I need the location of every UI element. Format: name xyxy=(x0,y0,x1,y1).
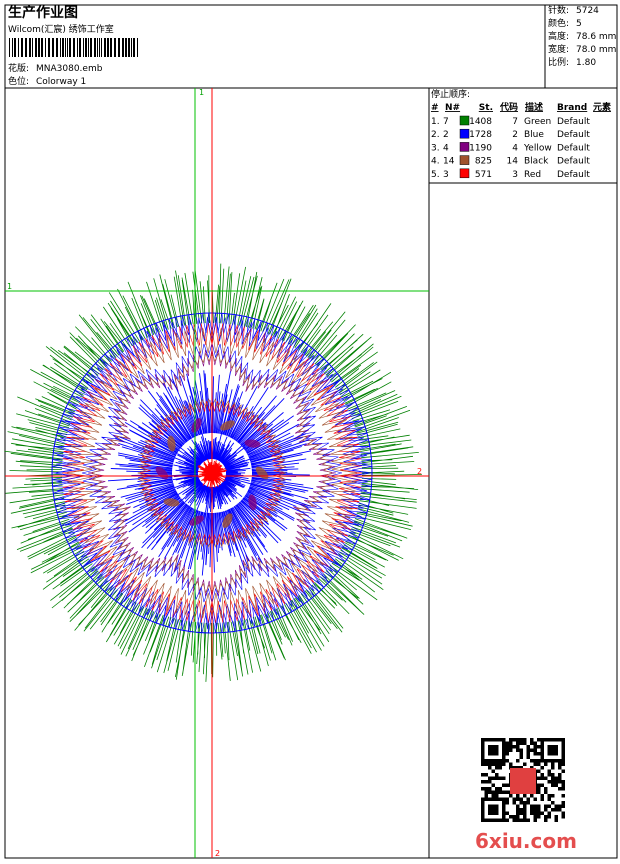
color-swatch xyxy=(459,115,470,126)
column-header: N# xyxy=(445,103,460,113)
table-cell: Default xyxy=(557,143,590,153)
colorway-label: 色位: xyxy=(8,75,29,87)
table-cell: Default xyxy=(557,157,590,167)
color-swatch xyxy=(459,128,470,139)
design-label: 花版: xyxy=(8,62,29,74)
info-value: 78.6 mm xyxy=(576,32,616,42)
table-cell: Black xyxy=(524,157,549,167)
table-cell: Default xyxy=(557,130,590,140)
table-cell: 4 xyxy=(512,143,518,153)
table-cell: 14 xyxy=(443,157,455,167)
info-label: 高度: xyxy=(548,30,569,42)
stitches xyxy=(87,348,337,598)
stitches xyxy=(66,327,358,619)
watermark: 6xiu.com xyxy=(475,829,577,853)
stitches xyxy=(55,317,369,629)
motif xyxy=(191,418,202,433)
page-border xyxy=(4,4,618,859)
table-cell: 7 xyxy=(512,117,518,127)
studio: Wilcom(汇宸) 绣饰工作室 xyxy=(8,23,114,35)
stitches xyxy=(137,398,287,548)
guide-label: 2 xyxy=(417,467,422,476)
column-header: St. xyxy=(479,103,493,113)
table-cell: 2. xyxy=(431,130,440,140)
table-cell: 4 xyxy=(443,143,449,153)
color-swatch xyxy=(459,155,470,165)
info-value: 5724 xyxy=(576,6,599,16)
motif xyxy=(220,420,235,431)
table-cell: 2 xyxy=(512,130,518,140)
table-cell: 1190 xyxy=(469,143,492,153)
guide-label: 1 xyxy=(7,282,12,291)
table-cell: Default xyxy=(557,117,590,127)
motif xyxy=(222,513,233,528)
table-title: 停止顺序: xyxy=(431,88,470,100)
info-label: 比例: xyxy=(548,56,569,68)
table-cell: 4. xyxy=(431,157,440,167)
table-cell: 7 xyxy=(443,117,449,127)
embroidery-design xyxy=(4,263,422,682)
table-cell: Red xyxy=(524,170,541,180)
table-cell: 571 xyxy=(475,170,492,180)
info-label: 宽度: xyxy=(548,43,569,55)
column-header: Brand xyxy=(557,103,587,113)
info-value: 5 xyxy=(576,19,582,29)
stitches xyxy=(139,400,285,546)
color-swatch xyxy=(459,168,470,179)
table-cell: 825 xyxy=(475,157,492,167)
stitches xyxy=(61,322,363,624)
table-cell: 3 xyxy=(512,170,518,180)
motif xyxy=(189,515,204,526)
motif xyxy=(248,494,257,511)
table-cell: Yellow xyxy=(523,143,552,153)
column-header: # xyxy=(431,103,439,113)
table-cell: 14 xyxy=(507,157,519,167)
guide-label: 1 xyxy=(199,88,204,97)
info-value: 78.0 mm xyxy=(576,45,616,55)
motif xyxy=(167,435,176,452)
table-cell: 1408 xyxy=(469,117,492,127)
guide-label: 2 xyxy=(215,849,220,858)
column-header: 代码 xyxy=(499,101,518,113)
stitches xyxy=(81,342,343,604)
table-cell: Default xyxy=(557,170,590,180)
stitches xyxy=(4,263,422,682)
barcode xyxy=(9,38,138,57)
design: MNA3080.emb xyxy=(36,64,103,74)
motif xyxy=(244,439,261,448)
table-cell: Green xyxy=(524,117,551,127)
qr-stamp xyxy=(510,768,536,794)
info-label: 颜色: xyxy=(548,17,569,29)
title: 生产作业图 xyxy=(8,4,78,21)
table-cell: 1728 xyxy=(469,130,492,140)
motif xyxy=(163,498,180,507)
table-cell: 5. xyxy=(431,170,440,180)
table-cell: 3 xyxy=(443,170,449,180)
stitches xyxy=(170,432,253,513)
colorway: Colorway 1 xyxy=(36,77,86,87)
table-cell: 3. xyxy=(431,143,440,153)
table-cell: 1. xyxy=(431,117,440,127)
table-cell: Blue xyxy=(524,130,544,140)
column-header: 描述 xyxy=(525,101,543,113)
table-cell: 2 xyxy=(443,130,449,140)
info-value: 1.80 xyxy=(576,58,596,68)
column-header: 元素 xyxy=(593,101,611,113)
color-swatch xyxy=(459,142,470,152)
info-label: 针数: xyxy=(548,4,569,16)
